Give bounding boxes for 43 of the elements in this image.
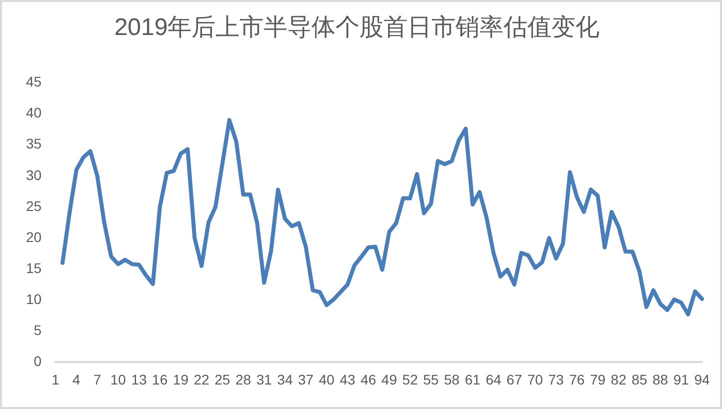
- x-tick-label: 1: [52, 371, 60, 388]
- y-tick-label: 35: [26, 136, 42, 152]
- x-tick-label: 67: [506, 371, 522, 388]
- x-tick-label: 61: [464, 371, 481, 388]
- x-tick-label: 25: [214, 371, 230, 388]
- x-tick-label: 70: [527, 371, 544, 388]
- y-tick-label: 45: [26, 74, 42, 90]
- x-tick-label: 4: [72, 371, 81, 388]
- x-tick-label: 88: [652, 371, 668, 388]
- y-tick-label: 30: [26, 166, 42, 183]
- x-tick-label: 34: [277, 371, 293, 388]
- x-tick-label: 10: [110, 371, 126, 388]
- y-tick-label: 10: [26, 290, 42, 307]
- x-tick-label: 49: [381, 371, 398, 388]
- x-tick-label: 7: [93, 371, 102, 388]
- x-tick-label: 55: [423, 371, 439, 388]
- x-tick-label: 19: [172, 371, 189, 388]
- x-tick-label: 40: [318, 371, 335, 388]
- y-tick-label: 25: [26, 198, 42, 214]
- chart-title: 2019年后上市半导体个股首日市销率估值变化: [114, 14, 600, 42]
- x-tick-label: 13: [131, 371, 147, 388]
- y-tick-label: 40: [26, 104, 42, 121]
- x-tick-label: 16: [152, 371, 168, 388]
- x-tick-label: 76: [569, 371, 585, 388]
- x-tick-label: 64: [486, 371, 502, 388]
- x-tick-label: 52: [402, 371, 418, 388]
- y-tick-label: 0: [34, 353, 42, 370]
- x-tick-label: 37: [298, 371, 314, 388]
- x-tick-label: 94: [694, 371, 710, 388]
- x-tick-label: 58: [444, 371, 460, 388]
- y-tick-label: 5: [34, 322, 42, 338]
- x-tick-label: 28: [235, 371, 252, 388]
- y-tick-label: 15: [26, 260, 42, 276]
- x-tick-label: 31: [256, 371, 272, 388]
- x-tick-label: 46: [360, 371, 376, 388]
- x-tick-label: 82: [610, 371, 627, 388]
- x-tick-label: 43: [340, 371, 356, 388]
- x-tick-label: 22: [194, 371, 210, 388]
- x-tick-label: 79: [590, 371, 606, 388]
- x-tick-label: 73: [548, 371, 564, 388]
- x-tick-label: 91: [673, 371, 690, 388]
- y-tick-label: 20: [26, 228, 42, 245]
- x-tick-label: 85: [632, 371, 648, 388]
